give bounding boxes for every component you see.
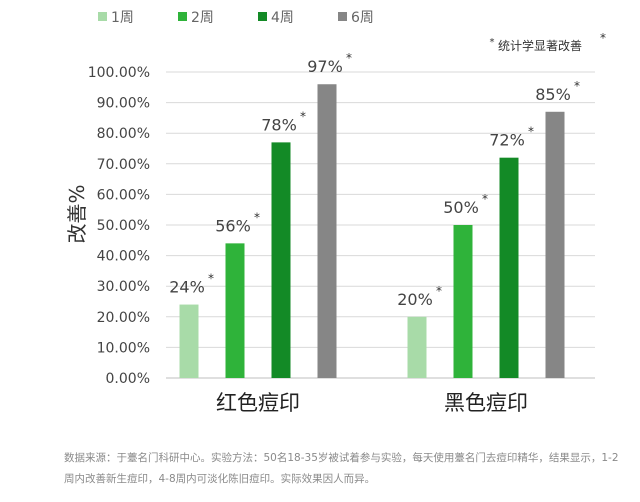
legend-swatch [338,12,347,21]
y-tick-label: 60.00% [97,187,150,203]
y-tick-label: 20.00% [97,310,150,326]
bar [271,142,291,378]
bar [545,111,565,378]
legend-label: 6周 [351,10,374,26]
data-label: 56% [215,216,251,235]
legend-label: 1周 [111,10,134,26]
legend-swatch [178,12,187,21]
x-category-label: 黑色痘印 [444,391,528,415]
significance-mark: * [346,51,352,65]
significance-note: 统计学显著改善 [498,38,582,53]
significance-mark: * [482,192,488,206]
footnote: 数据来源：于薹名门科研中心。实验方法：50名18-35岁被试着参与实验，每天使用… [64,452,619,485]
data-label: 97% [307,57,343,76]
bar-chart: 0.00% 10.00% 20.00% 30.00% 40.00% 50.00% 60.00… [65,10,606,415]
data-label: 72% [489,131,525,150]
y-tick-label: 0.00% [106,371,150,387]
bar [225,243,245,378]
y-tick-label: 70.00% [97,157,150,173]
significance-note-mark: * [600,31,606,45]
significance-mark: * [574,79,580,93]
x-category-label: 红色痘印 [216,391,300,415]
bar [453,225,473,378]
bar [407,316,427,378]
bar [499,157,519,378]
legend-label: 4周 [271,10,294,26]
y-tick-label: 90.00% [97,96,150,112]
significance-mark: * [254,210,260,224]
legend-swatch [258,12,267,21]
y-tick-label: 50.00% [97,218,150,234]
significance-mark: * [300,109,306,123]
significance-note-mark: * [490,37,495,48]
y-tick-label: 10.00% [97,340,150,356]
significance-mark: * [208,272,214,286]
y-tick-label: 40.00% [97,249,150,265]
data-label: 85% [535,85,571,104]
data-label: 20% [397,290,433,309]
y-tick-label: 100.00% [88,65,150,81]
y-tick-label: 80.00% [97,126,150,142]
y-axis-title: 改善% [65,184,89,243]
legend-label: 2周 [191,10,214,26]
bar [317,84,337,379]
bar [179,304,199,378]
significance-mark: * [528,125,534,139]
significance-mark: * [436,284,442,298]
y-tick-label: 30.00% [97,279,150,295]
data-label: 24% [169,278,205,297]
data-label: 78% [261,115,297,134]
data-label: 50% [443,198,479,217]
legend-swatch [98,12,107,21]
